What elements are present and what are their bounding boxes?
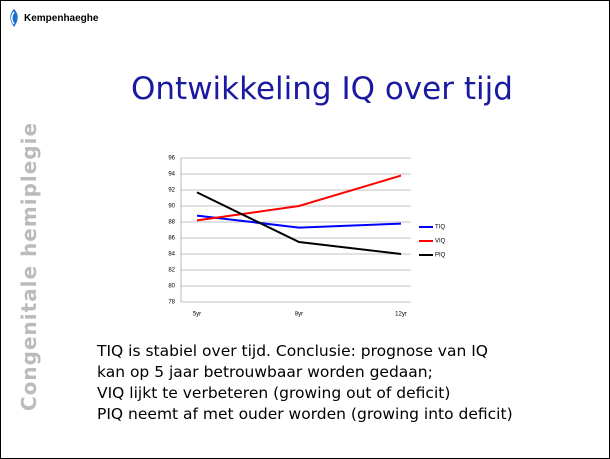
slide-title: Ontwikkeling IQ over tijd — [131, 71, 513, 107]
body-text: TIQ is stabiel over tijd. Conclusie: pro… — [97, 341, 513, 425]
body-line: PIQ neemt af met ouder worden (growing i… — [97, 405, 513, 423]
body-line: kan op 5 jaar betrouwbaar worden gedaan; — [97, 363, 433, 381]
x-tick-label: 5yr — [193, 312, 201, 318]
x-tick-label: 12yr — [395, 312, 407, 318]
legend-label: VIQ — [435, 239, 446, 245]
series-line — [196, 214, 402, 229]
logo: Kempenhaeghe — [7, 7, 98, 29]
logo-text: Kempenhaeghe — [24, 12, 99, 24]
legend-label: TIQ — [435, 225, 445, 231]
logo-icon — [10, 9, 18, 27]
body-line: TIQ is stabiel over tijd. Conclusie: pro… — [97, 342, 488, 360]
series-line — [196, 174, 402, 222]
y-tick-label: 94 — [168, 172, 175, 178]
y-tick-label: 88 — [168, 220, 175, 226]
body-line: VIQ lijkt te verbeteren (growing out of … — [97, 384, 451, 402]
y-tick-label: 96 — [168, 156, 175, 162]
y-tick-label: 84 — [168, 252, 175, 258]
series-line — [196, 191, 402, 255]
y-tick-label: 82 — [168, 268, 175, 274]
y-tick-label: 86 — [168, 236, 175, 242]
legend-label: PIQ — [435, 253, 446, 259]
y-tick-label: 92 — [168, 188, 175, 194]
x-tick-label: 8yr — [295, 312, 303, 318]
y-tick-label: 78 — [168, 300, 175, 306]
y-tick-label: 90 — [168, 204, 175, 210]
y-tick-label: 80 — [168, 284, 175, 290]
